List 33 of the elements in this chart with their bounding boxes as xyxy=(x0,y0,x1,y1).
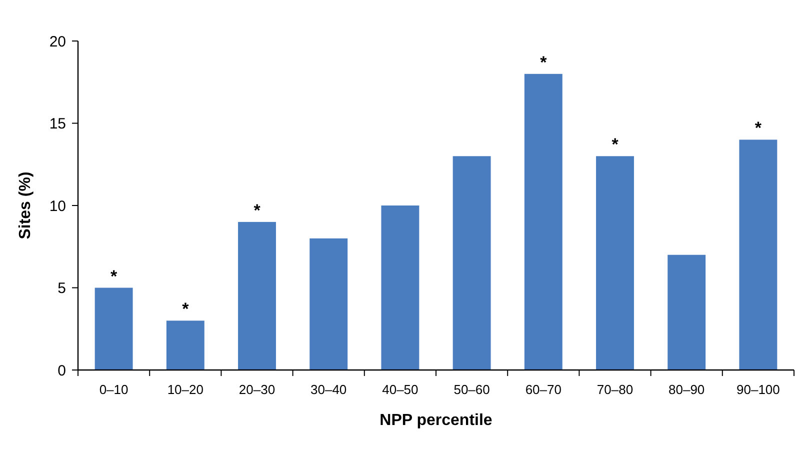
y-tick-label: 15 xyxy=(49,116,66,132)
y-axis-title: Sites (%) xyxy=(17,172,34,240)
x-tick-label: 60–70 xyxy=(525,382,562,397)
x-tick-label: 50–60 xyxy=(454,382,490,397)
y-tick-label: 10 xyxy=(49,198,66,215)
bar xyxy=(739,140,778,370)
x-tick-label: 10–20 xyxy=(167,382,204,397)
annotation: * xyxy=(754,118,762,138)
x-tick-label: 20–30 xyxy=(238,382,276,397)
x-tick-label: 40–50 xyxy=(382,382,418,397)
y-tick-label: 5 xyxy=(58,280,66,297)
x-axis-title: NPP percentile xyxy=(380,412,492,429)
x-tick-label: 30–40 xyxy=(310,382,347,397)
x-tick-label: 90–100 xyxy=(736,382,780,397)
bar xyxy=(668,254,706,370)
x-tick-label: 70–80 xyxy=(596,382,634,397)
annotation: * xyxy=(612,135,619,154)
bar xyxy=(381,206,420,370)
annotation: * xyxy=(254,200,261,220)
bar xyxy=(310,238,348,370)
annotation: * xyxy=(182,300,190,319)
bar xyxy=(166,320,204,370)
annotation: * xyxy=(110,266,118,286)
bar xyxy=(524,74,562,370)
annotation: * xyxy=(540,52,548,72)
x-tick-label: 80–90 xyxy=(668,382,705,397)
y-tick-label: 20 xyxy=(49,33,66,50)
x-tick-label: 0–10 xyxy=(99,382,128,397)
bar xyxy=(596,156,634,370)
bar xyxy=(238,222,276,370)
y-tick-label: 0 xyxy=(58,362,66,380)
bar xyxy=(94,288,133,370)
bar xyxy=(452,156,491,370)
